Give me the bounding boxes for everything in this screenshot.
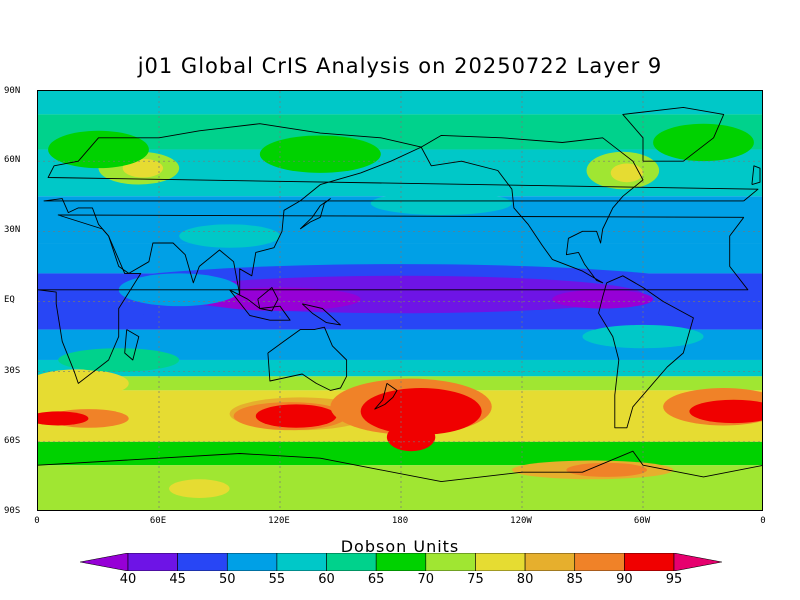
ozone-contour-region <box>38 411 89 426</box>
colorbar-tick-label: 50 <box>218 572 236 587</box>
colorbar-segment <box>226 553 278 571</box>
lat-label-eq: EQ <box>4 295 15 305</box>
ozone-contour-region <box>259 135 381 173</box>
colorbar-segment <box>624 553 675 571</box>
colorbar-tick-label: 45 <box>169 572 186 587</box>
australia-coast <box>267 326 348 391</box>
colorbar-tick-label: 70 <box>417 572 435 587</box>
colorbar-segment <box>177 553 228 571</box>
lon-label-120w: 120W <box>510 516 532 526</box>
ozone-contour-region <box>78 483 401 508</box>
colorbar-segment <box>524 553 576 571</box>
lat-label-60n: 60N <box>4 155 21 165</box>
borneo-coast <box>257 287 279 312</box>
colorbar-title: Dobson Units <box>340 537 460 556</box>
colorbar-tick-label: 65 <box>367 572 385 587</box>
lat-label-30n: 30N <box>4 225 21 235</box>
ozone-contour-region <box>38 369 129 398</box>
europe-asia-coast <box>43 123 759 295</box>
lon-label-180: 180 <box>391 516 409 526</box>
ozone-contour-region <box>689 399 762 424</box>
colorbar-high-arrow <box>673 553 722 571</box>
ozone-band <box>38 441 762 466</box>
madagascar-coast <box>124 329 140 361</box>
ozone-contour-region <box>58 348 180 372</box>
colorbar-tick-label: 40 <box>119 572 137 587</box>
ozone-band <box>38 91 762 115</box>
ozone-contour-region <box>179 224 280 248</box>
ozone-contour-region <box>280 338 401 358</box>
colorbar <box>80 553 722 571</box>
colorbar-segment <box>326 553 377 571</box>
colorbar-tick-label: 95 <box>665 572 683 587</box>
ozone-map <box>37 90 763 511</box>
lat-label-90s: 90S <box>4 506 21 516</box>
lon-label-120e: 120E <box>268 516 290 526</box>
colorbar-tick-label: 55 <box>268 572 286 587</box>
ozone-contour-region <box>255 404 337 428</box>
colorbar-segment <box>574 553 625 571</box>
indonesia-coast <box>229 289 291 321</box>
lon-label-60w: 60W <box>633 516 651 526</box>
ozone-contour-region <box>552 289 654 309</box>
ozone-contour-region <box>169 479 230 498</box>
colorbar-tick-label: 80 <box>516 572 534 587</box>
lon-label-60e: 60E <box>149 516 167 526</box>
colorbar-segment <box>425 553 476 571</box>
uk-coast <box>751 165 761 186</box>
colorbar-low-arrow <box>80 553 129 571</box>
ozone-map-svg <box>38 91 762 510</box>
greenland-coast <box>622 106 725 162</box>
ozone-contour-region <box>48 130 149 169</box>
antarctica-coast <box>38 450 762 483</box>
ozone-band <box>38 359 762 377</box>
coastlines <box>38 106 762 483</box>
colorbar-segment <box>375 553 427 571</box>
lat-label-30s: 30S <box>4 366 21 376</box>
ozone-contour-region <box>566 462 648 477</box>
colorbar-tick-label: 85 <box>566 572 583 587</box>
ozone-contour-region <box>370 191 512 215</box>
south-america-coast <box>598 275 694 429</box>
colorbar-tick-label: 90 <box>616 572 633 587</box>
colorbar-tick-label: 60 <box>318 572 335 587</box>
lat-label-90n: 90N <box>4 86 21 96</box>
lat-label-60s: 60S <box>4 436 21 446</box>
colorbar-segment <box>127 553 178 571</box>
north-america-coast <box>420 134 644 284</box>
ozone-contour-region <box>122 158 164 178</box>
ozone-contour-region <box>386 423 436 452</box>
ozone-contour-region <box>610 163 643 183</box>
new-zealand-coast <box>374 383 398 410</box>
japan-coast <box>299 198 331 230</box>
lon-label-0-east: 0 <box>760 516 766 526</box>
colorbar-segment <box>276 553 327 571</box>
colorbar-tick-label: 75 <box>467 572 484 587</box>
map-title: j01 Global CrIS Analysis on 20250722 Lay… <box>137 54 663 78</box>
ozone-contour-region <box>653 123 754 162</box>
new-guinea-coast <box>301 303 341 326</box>
colorbar-segment <box>475 553 526 571</box>
lon-label-0-west: 0 <box>34 516 40 526</box>
